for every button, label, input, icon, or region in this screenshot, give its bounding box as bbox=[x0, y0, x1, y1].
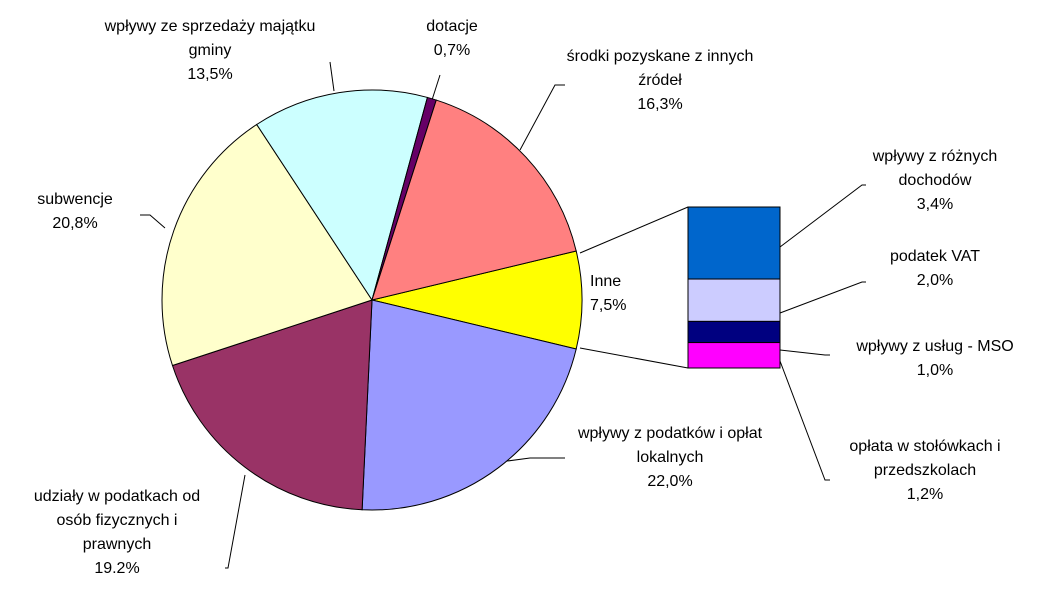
data-label: wpływy ze sprzedaży majątku gminy 13,5% bbox=[85, 15, 335, 87]
label-text: udziały w podatkach od osób fizycznych i… bbox=[33, 488, 201, 553]
pie-slice bbox=[161, 123, 373, 367]
data-label: wpływy z podatków i opłat lokalnych 22,0% bbox=[570, 422, 770, 494]
label-text: wpływy z usług - MSO bbox=[856, 338, 1014, 355]
pie-slice bbox=[371, 250, 583, 350]
label-text: 3,4% bbox=[916, 196, 954, 213]
leader-line bbox=[779, 281, 866, 314]
label-text: 2,0% bbox=[916, 272, 954, 289]
bar-segment bbox=[687, 342, 781, 369]
label-text: 0,7% bbox=[433, 42, 471, 59]
label-text: środki pozyskane z innych źródeł bbox=[566, 48, 754, 89]
label-text: 20,8% bbox=[52, 215, 98, 232]
data-label: Inne 7,5% bbox=[590, 270, 640, 318]
pie-slice bbox=[171, 299, 373, 511]
data-label: opłata w stołówkach i przedszkolach 1,2% bbox=[825, 435, 1025, 507]
label-text: dotacje bbox=[426, 18, 478, 35]
label-text: Inne bbox=[590, 273, 622, 290]
leader-line bbox=[431, 74, 441, 101]
leader-line bbox=[140, 214, 166, 229]
label-text: 16,3% bbox=[637, 96, 683, 113]
data-label: środki pozyskane z innych źródeł 16,3% bbox=[560, 45, 760, 117]
pie-slice bbox=[371, 99, 577, 301]
leader-line bbox=[779, 349, 830, 356]
label-text: 22,0% bbox=[647, 473, 693, 490]
data-label: udziały w podatkach od osób fizycznych i… bbox=[27, 485, 207, 581]
data-label: wpływy z usług - MSO 1,0% bbox=[830, 335, 1040, 383]
bar-segment bbox=[687, 206, 781, 280]
bar-segment bbox=[687, 320, 781, 344]
connector bbox=[579, 206, 689, 254]
connector bbox=[579, 347, 689, 369]
leader-line bbox=[779, 184, 866, 248]
leader-line bbox=[329, 61, 335, 92]
data-label: wpływy z różnych dochodów 3,4% bbox=[850, 145, 1020, 217]
leader-line bbox=[519, 84, 565, 151]
label-text: wpływy z różnych dochodów bbox=[872, 148, 998, 189]
label-text: 19.2% bbox=[94, 560, 140, 577]
pie-slice bbox=[256, 89, 429, 302]
label-text: 1,2% bbox=[906, 486, 944, 503]
pie-slice bbox=[361, 299, 577, 511]
data-label: dotacje 0,7% bbox=[402, 15, 502, 63]
label-text: wpływy z podatków i opłat lokalnych bbox=[577, 425, 763, 466]
leader-line bbox=[779, 360, 830, 481]
label-text: 7,5% bbox=[590, 297, 627, 314]
leader-line bbox=[225, 474, 246, 569]
data-label: subwencje 20,8% bbox=[15, 188, 135, 236]
label-text: 13,5% bbox=[187, 66, 233, 83]
label-text: podatek VAT bbox=[889, 248, 981, 265]
bar-segment bbox=[687, 278, 781, 322]
label-text: subwencje bbox=[37, 191, 113, 208]
label-text: wpływy ze sprzedaży majątku gminy bbox=[104, 18, 316, 59]
label-text: 1,0% bbox=[916, 362, 954, 379]
data-label: podatek VAT 2,0% bbox=[850, 245, 1020, 293]
label-text: opłata w stołówkach i przedszkolach bbox=[849, 438, 1001, 479]
